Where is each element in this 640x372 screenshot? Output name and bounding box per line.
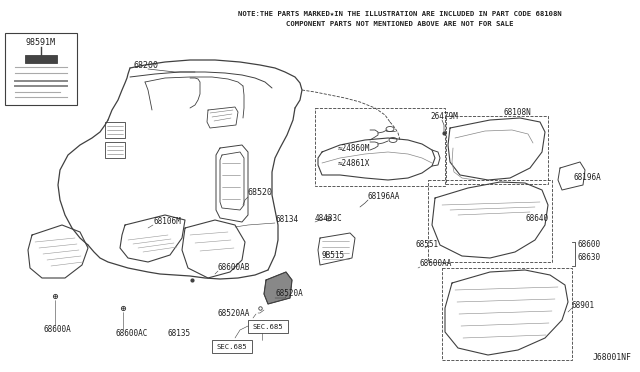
Text: 68551: 68551 bbox=[416, 240, 439, 248]
Text: SEC.685: SEC.685 bbox=[253, 324, 284, 330]
Text: 68200: 68200 bbox=[133, 61, 158, 70]
Text: 68600: 68600 bbox=[577, 240, 600, 248]
Bar bbox=[248, 320, 288, 333]
Text: COMPONENT PARTS NOT MENTIONED ABOVE ARE NOT FOR SALE: COMPONENT PARTS NOT MENTIONED ABOVE ARE … bbox=[286, 21, 514, 27]
Text: 68196AA: 68196AA bbox=[368, 192, 401, 201]
Text: 68630: 68630 bbox=[577, 253, 600, 262]
Bar bbox=[442, 268, 572, 360]
Text: 68640: 68640 bbox=[525, 214, 548, 222]
Text: 68135: 68135 bbox=[167, 330, 190, 339]
Text: 68520A: 68520A bbox=[275, 289, 303, 298]
Text: ≈24860M: ≈24860M bbox=[338, 144, 371, 153]
Bar bbox=[428, 180, 552, 262]
Text: J68001NF: J68001NF bbox=[593, 353, 632, 362]
Bar bbox=[315, 108, 445, 186]
Text: NOTE:THE PARTS MARKED★IN THE ILLUSTRATION ARE INCLUDED IN PART CODE 68108N: NOTE:THE PARTS MARKED★IN THE ILLUSTRATIO… bbox=[238, 11, 562, 17]
Bar bbox=[5, 33, 77, 105]
Text: 68196A: 68196A bbox=[573, 173, 601, 182]
Text: 48433C: 48433C bbox=[315, 214, 343, 222]
Polygon shape bbox=[264, 272, 292, 304]
Bar bbox=[212, 340, 252, 353]
Text: 26479M: 26479M bbox=[430, 112, 458, 121]
Text: 68600AB: 68600AB bbox=[218, 263, 250, 272]
Text: ≈24861X: ≈24861X bbox=[338, 158, 371, 167]
Bar bbox=[105, 142, 125, 158]
Bar bbox=[446, 116, 548, 184]
Text: 9B515: 9B515 bbox=[322, 250, 345, 260]
Text: 68106M: 68106M bbox=[153, 217, 180, 225]
Text: 68520AA: 68520AA bbox=[218, 310, 250, 318]
Text: 68520: 68520 bbox=[248, 187, 273, 196]
Text: 68134: 68134 bbox=[275, 215, 298, 224]
Text: 68600A: 68600A bbox=[43, 326, 71, 334]
Text: SEC.685: SEC.685 bbox=[217, 344, 247, 350]
Text: 98591M: 98591M bbox=[26, 38, 56, 46]
Text: 68600AC: 68600AC bbox=[115, 330, 147, 339]
Bar bbox=[105, 122, 125, 138]
Text: 68901: 68901 bbox=[572, 301, 595, 310]
Text: 68108N: 68108N bbox=[503, 108, 531, 116]
Bar bbox=[25, 55, 57, 63]
Text: 68600AA: 68600AA bbox=[420, 259, 452, 267]
